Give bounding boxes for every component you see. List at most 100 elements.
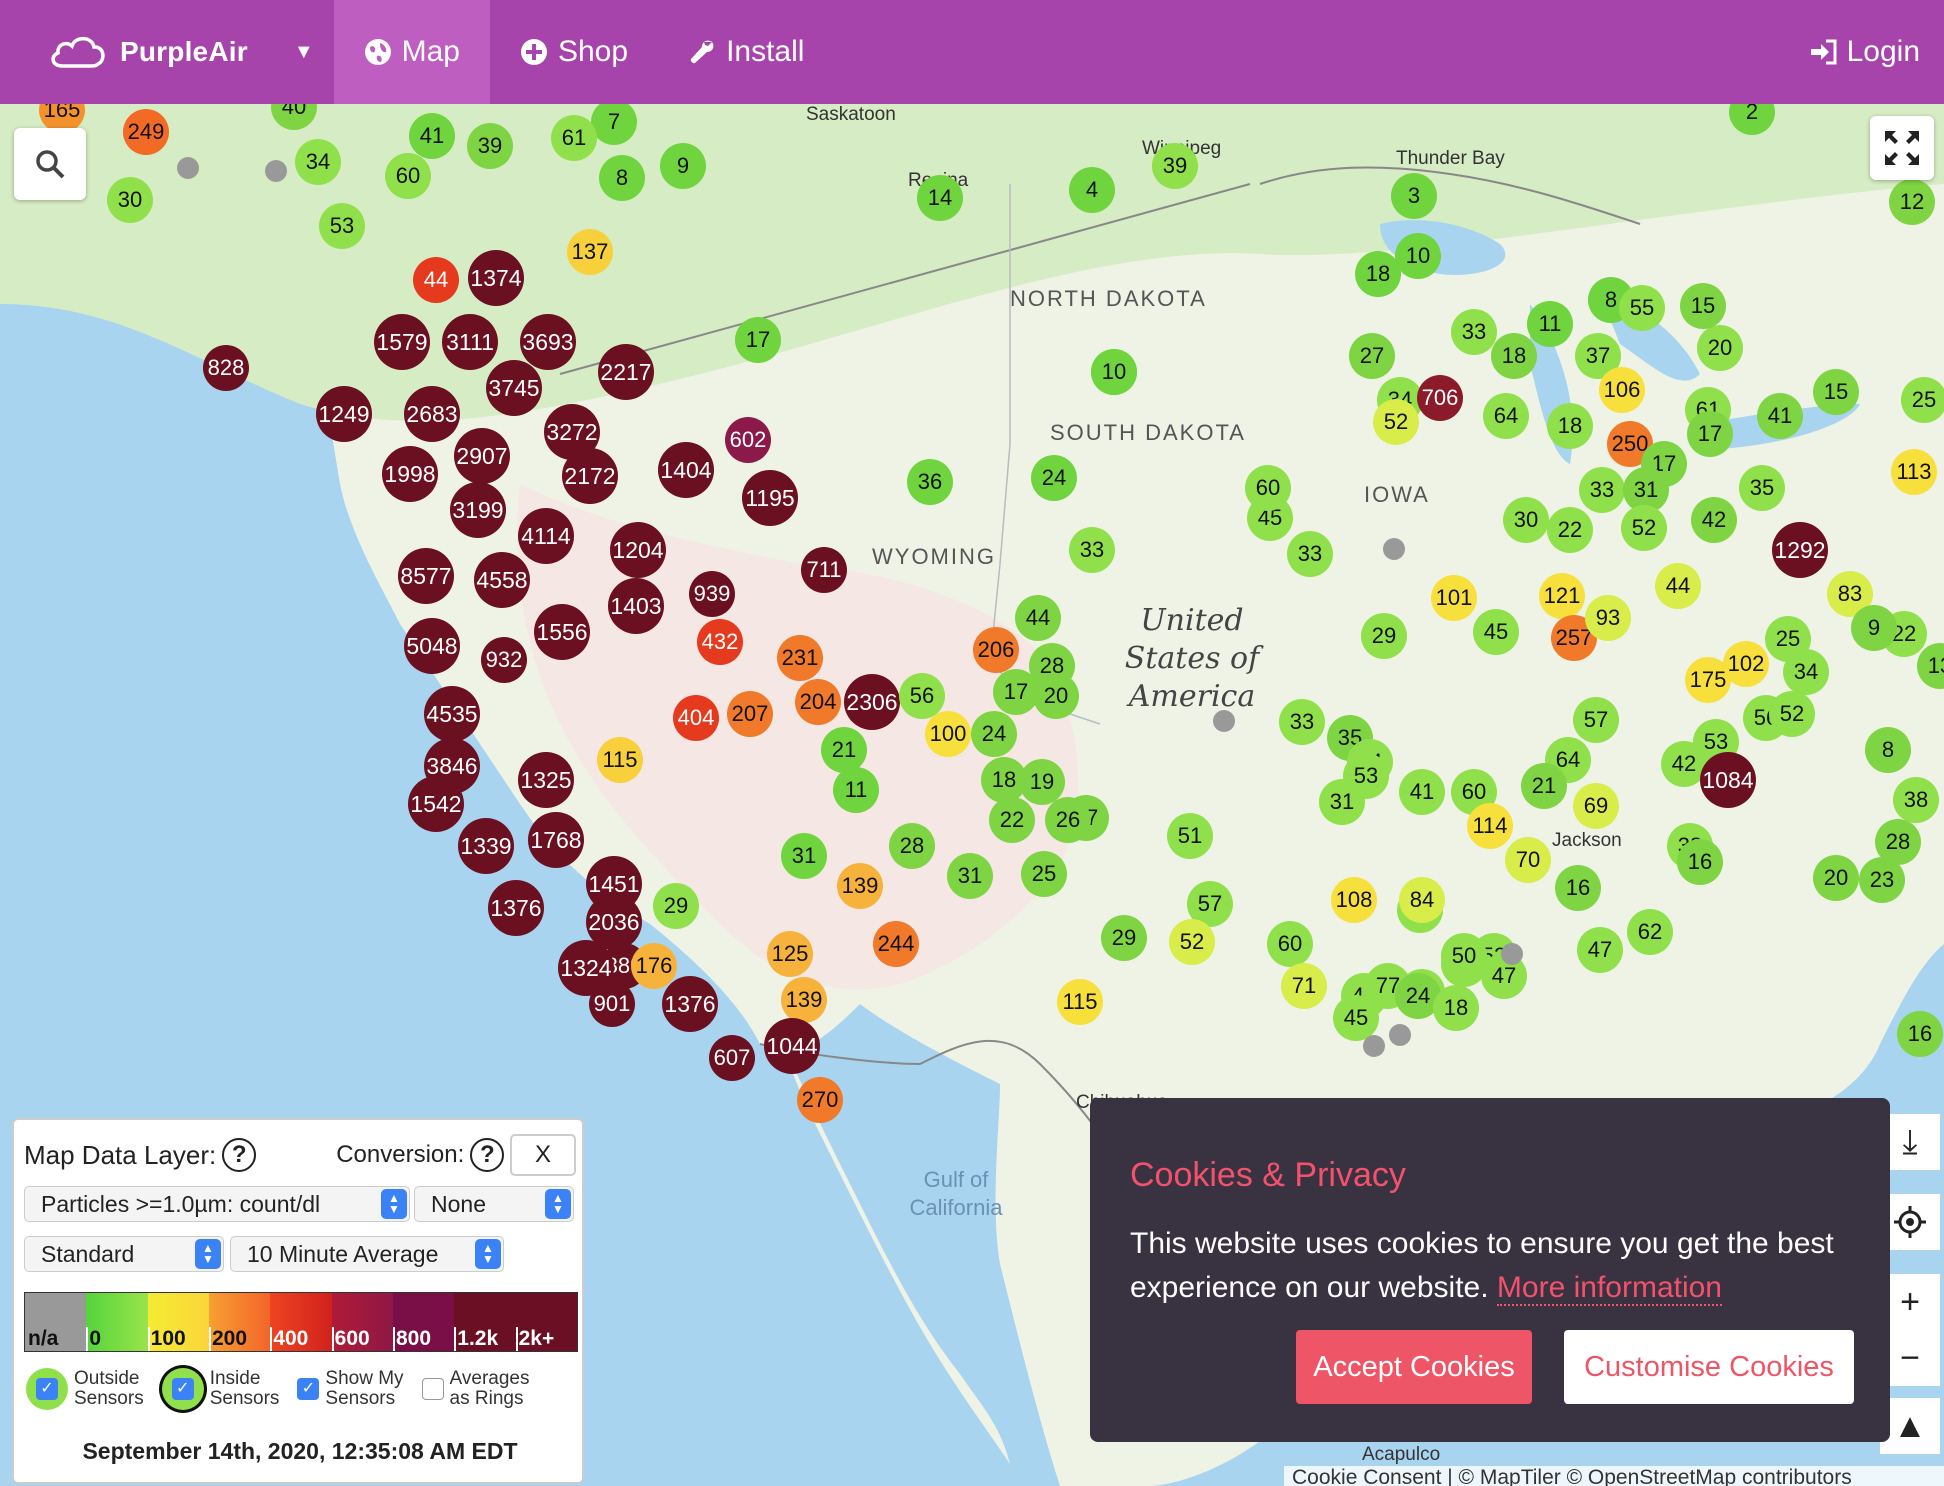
sensor-marker[interactable]: 24 — [971, 711, 1017, 757]
sensor-marker[interactable]: 2907 — [454, 428, 510, 484]
sensor-marker[interactable]: 711 — [801, 547, 847, 593]
sensor-marker[interactable]: 207 — [727, 691, 773, 737]
sensor-marker[interactable]: 10 — [1091, 349, 1137, 395]
sensor-marker[interactable]: 139 — [781, 977, 827, 1023]
sensor-marker[interactable]: 9 — [660, 143, 706, 189]
sensor-marker[interactable]: 115 — [1057, 979, 1103, 1025]
sensor-marker[interactable]: 64 — [1483, 393, 1529, 439]
sensor-marker[interactable]: 13 — [1917, 643, 1944, 689]
sensor-marker[interactable]: 932 — [481, 637, 527, 683]
sensor-marker[interactable]: 21 — [1521, 763, 1567, 809]
sensor-marker[interactable]: 33 — [1287, 531, 1333, 577]
sensor-marker[interactable]: 114 — [1467, 803, 1513, 849]
sensor-marker[interactable]: 19 — [1019, 759, 1065, 805]
sensor-marker[interactable]: 113 — [1891, 449, 1937, 495]
sensor-marker[interactable]: 1325 — [518, 752, 574, 808]
sensor-marker[interactable]: 602 — [725, 417, 771, 463]
sensor-marker[interactable]: 41 — [1399, 769, 1445, 815]
sensor-marker[interactable]: 27 — [1349, 333, 1395, 379]
sensor-marker[interactable]: 52 — [1169, 919, 1215, 965]
sensor-marker[interactable]: 31 — [947, 853, 993, 899]
sensor-marker[interactable]: 41 — [1757, 393, 1803, 439]
sensor-marker[interactable]: 1403 — [608, 578, 664, 634]
sensor-marker[interactable]: 16 — [1897, 1011, 1943, 1057]
sensor-marker[interactable]: 31 — [781, 833, 827, 879]
sensor-marker[interactable]: 1292 — [1772, 522, 1828, 578]
sensor-marker[interactable]: 2306 — [844, 674, 900, 730]
outside-sensors-checkbox[interactable]: ✓ Outside Sensors — [26, 1368, 144, 1410]
sensor-marker[interactable]: 1324 — [558, 940, 614, 996]
more-information-link[interactable]: More information — [1496, 1271, 1722, 1306]
sensor-marker[interactable]: 1044 — [764, 1018, 820, 1074]
sensor-marker[interactable]: 60 — [1267, 921, 1313, 967]
sensor-marker[interactable]: 52 — [1769, 691, 1815, 737]
sensor-marker[interactable]: 56 — [899, 673, 945, 719]
sensor-marker[interactable]: 1998 — [382, 446, 438, 502]
sensor-marker[interactable]: 137 — [567, 229, 613, 275]
sensor-marker[interactable]: 2683 — [404, 386, 460, 442]
brand-dropdown-caret-icon[interactable]: ▼ — [293, 40, 314, 63]
sensor-marker[interactable]: 20 — [1813, 855, 1859, 901]
sensor-marker[interactable]: 939 — [689, 571, 735, 617]
average-select[interactable]: 10 Minute Average ▲ ▼ — [230, 1236, 504, 1272]
sensor-marker[interactable]: 39 — [467, 123, 513, 169]
sensor-marker[interactable]: 108 — [1331, 877, 1377, 923]
download-icon[interactable]: ⤓ — [1880, 1114, 1940, 1170]
nav-map[interactable]: Map — [333, 0, 490, 104]
sensor-marker[interactable]: 20 — [1033, 673, 1079, 719]
compass-icon[interactable]: ▲ — [1880, 1398, 1940, 1454]
sensor-marker[interactable]: 44 — [413, 257, 459, 303]
sensor-marker[interactable]: 45 — [1333, 995, 1379, 1041]
sensor-marker[interactable]: 3 — [1391, 173, 1437, 219]
sensor-marker[interactable]: 100 — [925, 711, 971, 757]
sensor-marker[interactable]: 18 — [1547, 403, 1593, 449]
sensor-marker[interactable]: 53 — [319, 203, 365, 249]
sensor-marker[interactable]: 706 — [1417, 375, 1463, 421]
sensor-marker-na[interactable] — [265, 160, 287, 182]
sensor-marker[interactable]: 30 — [1503, 497, 1549, 543]
sensor-marker[interactable]: 28 — [1875, 819, 1921, 865]
sensor-marker[interactable]: 250 — [1607, 421, 1653, 467]
sensor-marker[interactable]: 21 — [821, 727, 867, 773]
sensor-marker[interactable]: 17 — [735, 317, 781, 363]
sensor-marker-na[interactable] — [1383, 538, 1405, 560]
sensor-marker[interactable]: 42 — [1691, 497, 1737, 543]
data-layer-select[interactable]: Particles >=1.0µm: count/dl ▲ ▼ — [24, 1186, 410, 1222]
sensor-marker[interactable]: 1556 — [534, 604, 590, 660]
sensor-marker[interactable]: 35 — [1739, 465, 1785, 511]
login-link[interactable]: Login — [1809, 35, 1920, 69]
sensor-marker[interactable]: 1249 — [316, 386, 372, 442]
sensor-marker[interactable]: 29 — [1101, 915, 1147, 961]
sensor-marker[interactable]: 34 — [295, 139, 341, 185]
sensor-marker[interactable]: 1084 — [1700, 752, 1756, 808]
sensor-marker[interactable]: 7 — [591, 104, 637, 145]
sensor-marker[interactable]: 17 — [993, 669, 1039, 715]
sensor-marker[interactable]: 51 — [1167, 813, 1213, 859]
sensor-marker[interactable]: 57 — [1573, 697, 1619, 743]
conversion-select[interactable]: None ▲ ▼ — [414, 1186, 574, 1222]
zoom-in-button[interactable]: + — [1880, 1274, 1940, 1330]
sensor-marker[interactable]: 125 — [767, 931, 813, 977]
sensor-marker[interactable]: 206 — [973, 627, 1019, 673]
brand[interactable]: PurpleAir ▼ — [48, 0, 314, 104]
sensor-marker[interactable]: 4 — [1069, 167, 1115, 213]
sensor-marker[interactable]: 1542 — [408, 776, 464, 832]
sensor-marker[interactable]: 26 — [1045, 797, 1091, 843]
sensor-marker[interactable]: 22 — [1547, 507, 1593, 553]
sensor-marker-na[interactable] — [1363, 1035, 1385, 1057]
sensor-marker[interactable]: 33 — [1069, 527, 1115, 573]
sensor-marker-na[interactable] — [1501, 943, 1523, 965]
sensor-marker[interactable]: 175 — [1685, 657, 1731, 703]
sensor-marker[interactable]: 432 — [697, 619, 743, 665]
mode-select[interactable]: Standard ▲ ▼ — [24, 1236, 224, 1272]
sensor-marker[interactable]: 55 — [1619, 285, 1665, 331]
sensor-marker[interactable]: 11 — [833, 767, 879, 813]
sensor-marker[interactable]: 121 — [1539, 573, 1585, 619]
sensor-marker[interactable]: 36 — [907, 459, 953, 505]
sensor-marker[interactable]: 828 — [203, 345, 249, 391]
sensor-marker[interactable]: 25 — [1021, 851, 1067, 897]
sensor-marker[interactable]: 3693 — [520, 314, 576, 370]
sensor-marker[interactable]: 1768 — [528, 812, 584, 868]
sensor-marker-na[interactable] — [177, 157, 199, 179]
sensor-marker[interactable]: 14 — [917, 175, 963, 221]
